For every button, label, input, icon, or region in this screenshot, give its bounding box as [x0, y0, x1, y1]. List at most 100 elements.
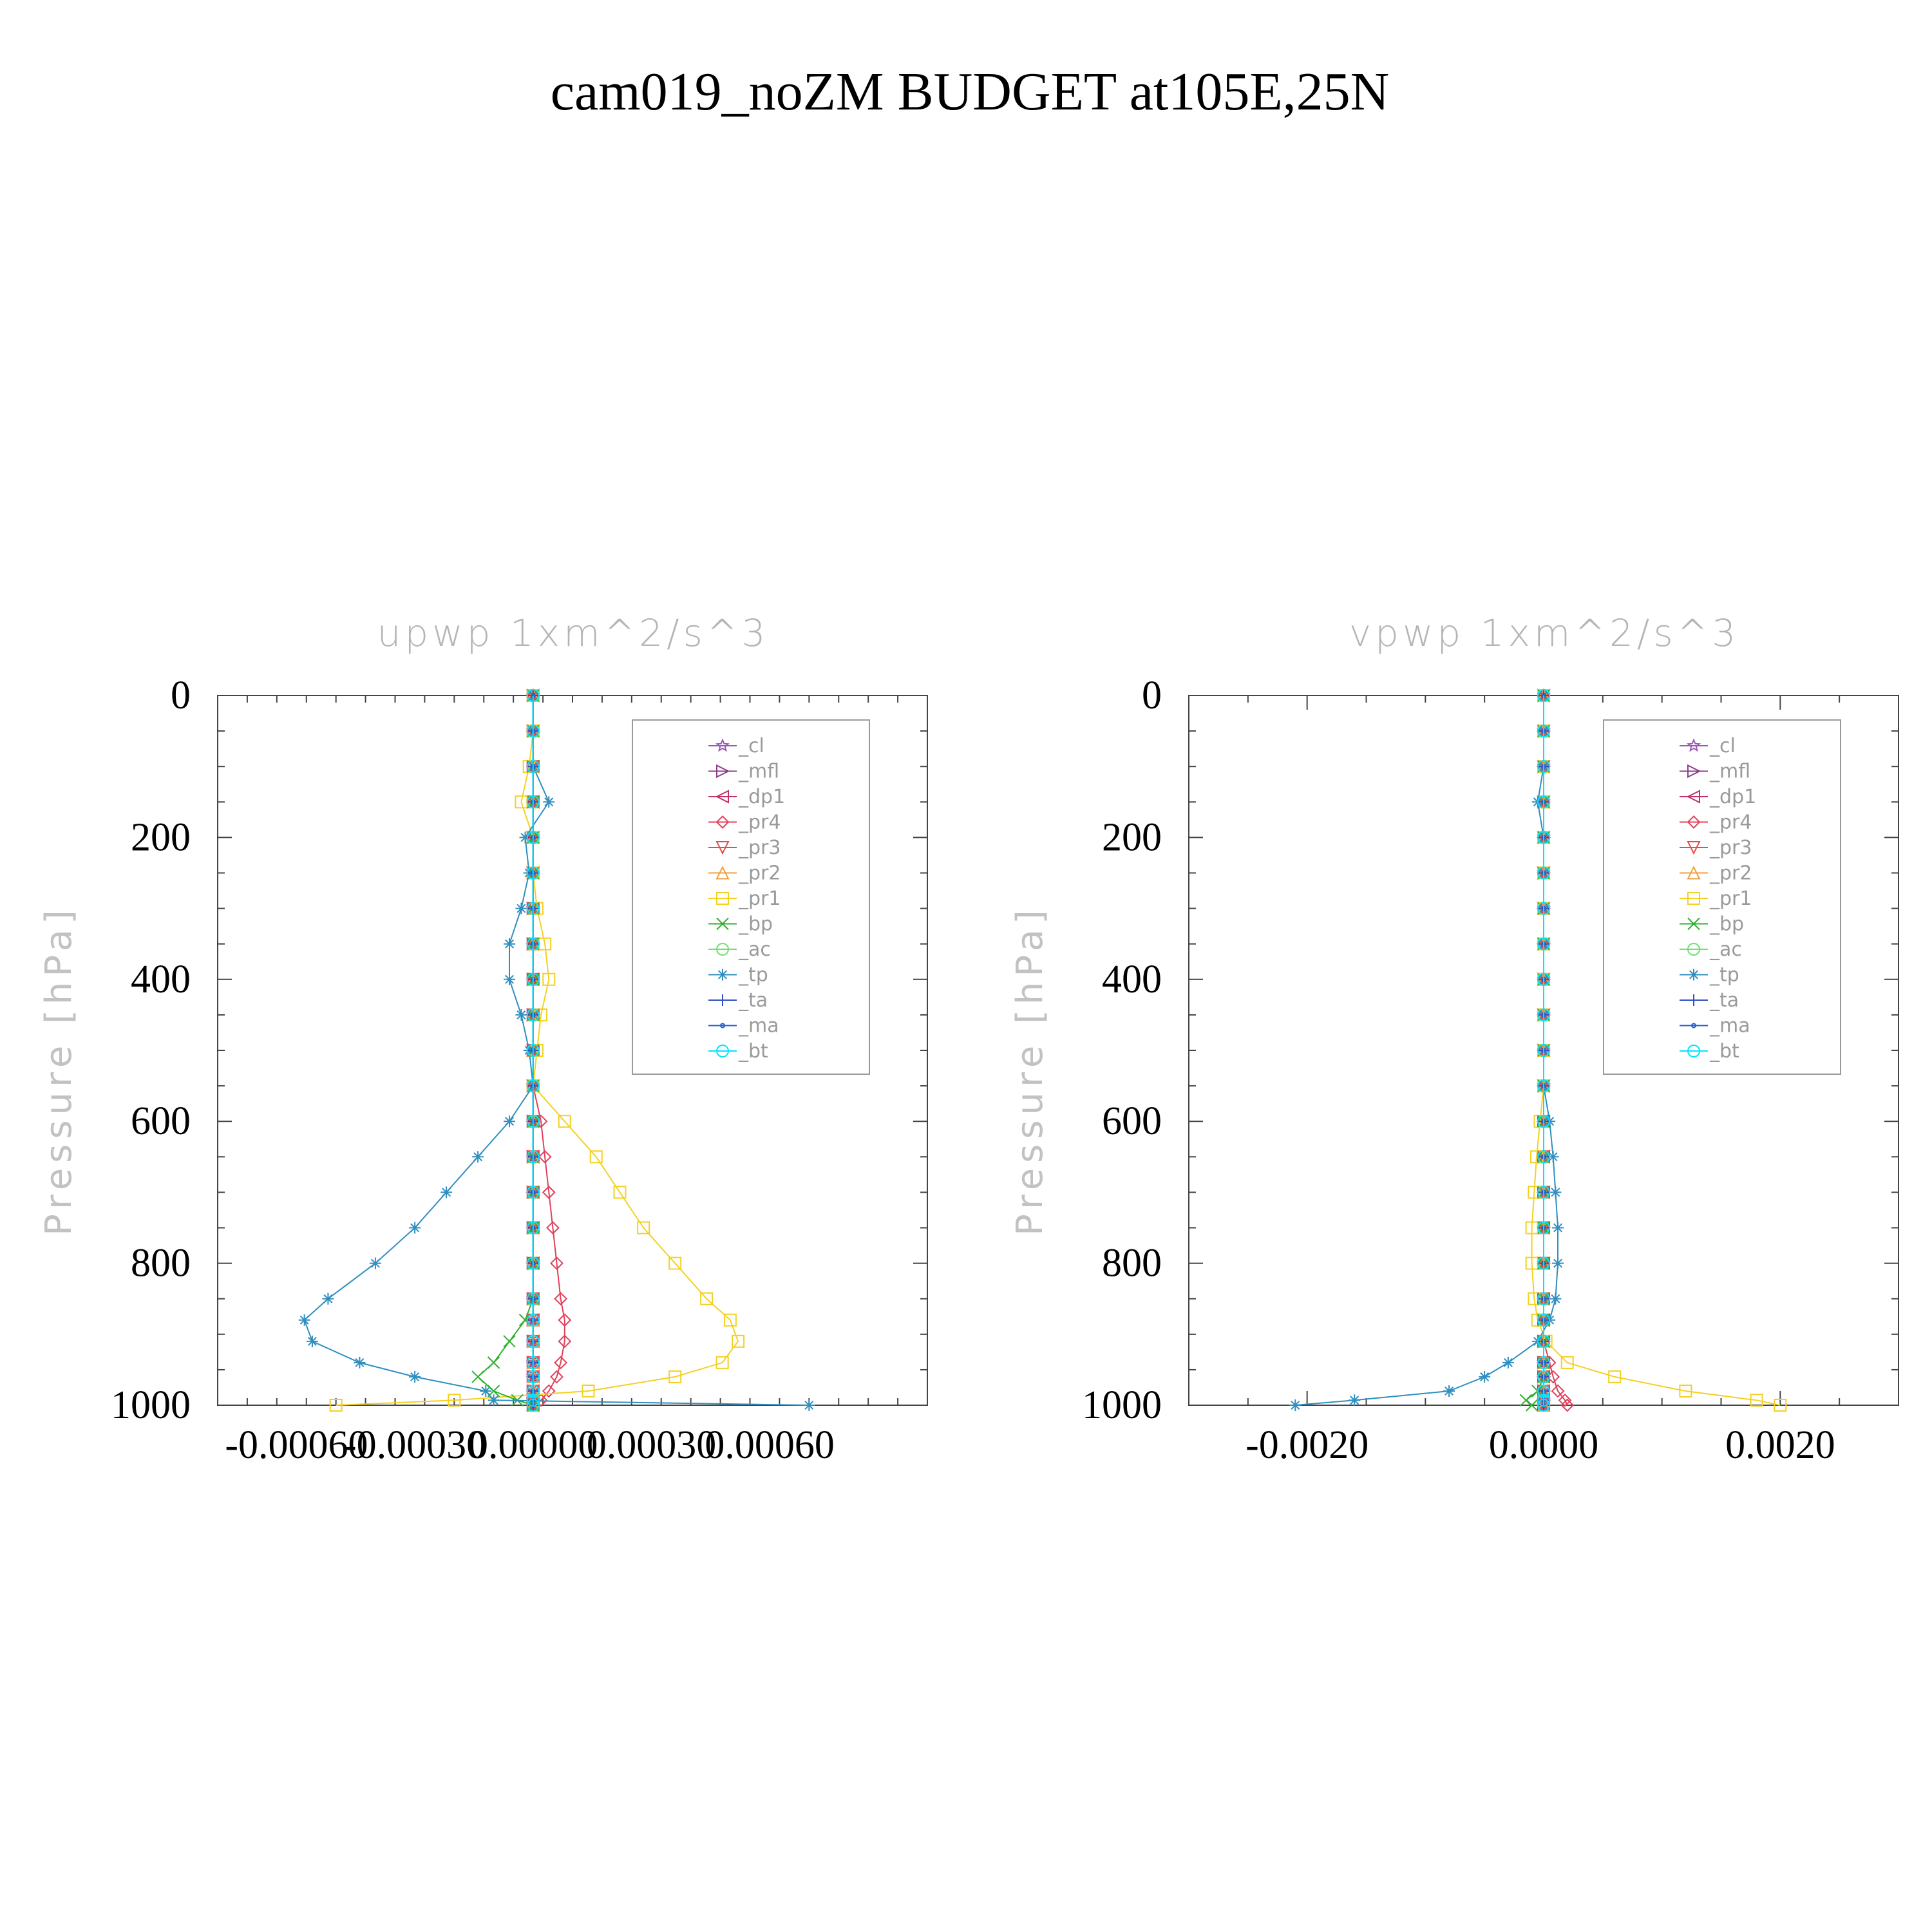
data-point: [526, 1313, 540, 1327]
data-point: [526, 1394, 540, 1407]
legend-label: _mfl: [1709, 761, 1750, 783]
data-point: [542, 1185, 556, 1199]
data-point: [1443, 1385, 1455, 1397]
y-tick-label: 0: [171, 674, 191, 717]
data-point: [526, 1008, 540, 1021]
data-point: [1349, 1394, 1361, 1406]
data-point: [1537, 1384, 1550, 1397]
data-point: [322, 1293, 334, 1305]
data-point: [526, 795, 540, 809]
series-line: [1295, 696, 1558, 1406]
legend-label: _bp: [738, 913, 773, 936]
y-tick-label: 0: [1142, 674, 1162, 717]
data-point: [1537, 831, 1550, 844]
main-title: cam019_noZM BUDGET at105E,25N: [551, 62, 1390, 122]
legend-label: _pr1: [1709, 887, 1752, 910]
data-point: [526, 1384, 540, 1397]
vpwp-y-axis-label: Pressure [hPa]: [1009, 905, 1051, 1236]
legend-label: _ac: [1709, 938, 1742, 961]
series-tp: [1289, 690, 1564, 1411]
data-point: [488, 1394, 500, 1406]
y-tick-label: 400: [131, 958, 191, 1001]
upwp-plot-area: 0 200 400 600 800 1000 -0.00060-0.000300.00000…: [111, 674, 928, 1467]
legend-box: [1603, 719, 1841, 1075]
data-point: [1479, 1370, 1491, 1383]
data-point: [1537, 1313, 1550, 1327]
data-point: [1552, 1222, 1564, 1234]
data-point: [515, 1009, 527, 1021]
y-tick-label: 400: [1102, 958, 1162, 1001]
legend-swatch-marker: [1691, 1023, 1696, 1028]
legend-swatch-marker: [1687, 892, 1700, 905]
data-point: [1537, 1115, 1550, 1128]
legend-label: _pr3: [738, 837, 781, 859]
data-point: [1679, 1384, 1692, 1397]
data-point: [582, 1384, 595, 1397]
data-point: [1537, 937, 1550, 951]
data-point: [545, 1221, 560, 1235]
data-point: [1537, 1394, 1550, 1407]
legend-label: _tp: [1709, 964, 1739, 987]
legend-swatch-marker: [1687, 917, 1700, 931]
data-point: [409, 1370, 421, 1383]
legend-label: _tp: [738, 964, 768, 987]
data-point: [487, 1356, 500, 1369]
data-point: [1537, 1221, 1550, 1235]
legend-swatch-marker: [1686, 790, 1700, 804]
data-point: [542, 972, 556, 986]
data-point: [558, 1115, 571, 1128]
data-point: [1547, 1151, 1559, 1163]
data-point: [526, 1370, 540, 1383]
legend: _cl _mfl _dp1 _pr4 _pr3 _pr2_pr1 _bp_ac _tp_ta _…: [632, 719, 870, 1075]
legend-swatch-marker: [1688, 994, 1700, 1006]
legend-swatch-marker: [716, 764, 730, 779]
data-point: [1774, 1399, 1787, 1412]
data-point: [1537, 1186, 1550, 1199]
data-point: [526, 689, 540, 702]
legend-label: _ma: [1709, 1015, 1750, 1037]
data-point: [1519, 1394, 1533, 1406]
legend-label: _bt: [1709, 1040, 1739, 1063]
legend-label: _pr3: [1709, 837, 1752, 859]
data-point: [526, 866, 540, 880]
data-point: [1552, 1257, 1564, 1269]
data-point: [503, 1335, 516, 1348]
data-point: [519, 831, 531, 844]
data-point: [526, 1356, 540, 1369]
data-point: [440, 1186, 453, 1198]
data-point: [1537, 1370, 1550, 1383]
legend-label: _pr1: [738, 887, 781, 910]
series-bt: [526, 689, 540, 1412]
legend-swatch-marker: [1687, 841, 1701, 855]
data-point: [1560, 1398, 1575, 1412]
data-point: [550, 1370, 564, 1384]
x-tick-label: 0.00060: [705, 1423, 835, 1467]
x-tick-label: -0.00060: [225, 1423, 368, 1467]
data-point: [526, 902, 540, 915]
legend: _cl _mfl _dp1 _pr4 _pr3 _pr2_pr1 _bp_ac _tp_ta _…: [1603, 719, 1841, 1075]
legend-swatch-marker: [1687, 943, 1700, 956]
data-point: [515, 902, 527, 914]
legend-swatch-marker: [715, 841, 730, 855]
data-point: [1537, 1044, 1550, 1057]
upwp-panel-title: upwp 1xm^2/s^3: [377, 611, 770, 655]
data-point: [543, 796, 555, 808]
legend-label: _mfl: [738, 761, 779, 783]
legend-box: [632, 719, 870, 1075]
data-point: [526, 1256, 540, 1270]
data-point: [1537, 689, 1550, 702]
data-point: [472, 1151, 484, 1163]
legend-swatch-marker: [715, 815, 730, 829]
data-point: [329, 1399, 343, 1412]
data-point: [732, 1334, 745, 1348]
legend-label: _pr2: [738, 862, 781, 885]
legend-label: _dp1: [1709, 786, 1756, 808]
y-tick-label: 200: [1102, 815, 1162, 859]
data-point: [1537, 795, 1550, 809]
data-point: [1551, 1384, 1565, 1398]
x-tick-label: 0.0020: [1725, 1423, 1835, 1467]
data-point: [538, 1150, 552, 1164]
data-point: [298, 1314, 310, 1326]
data-point: [589, 1150, 603, 1164]
data-point: [526, 1186, 540, 1199]
